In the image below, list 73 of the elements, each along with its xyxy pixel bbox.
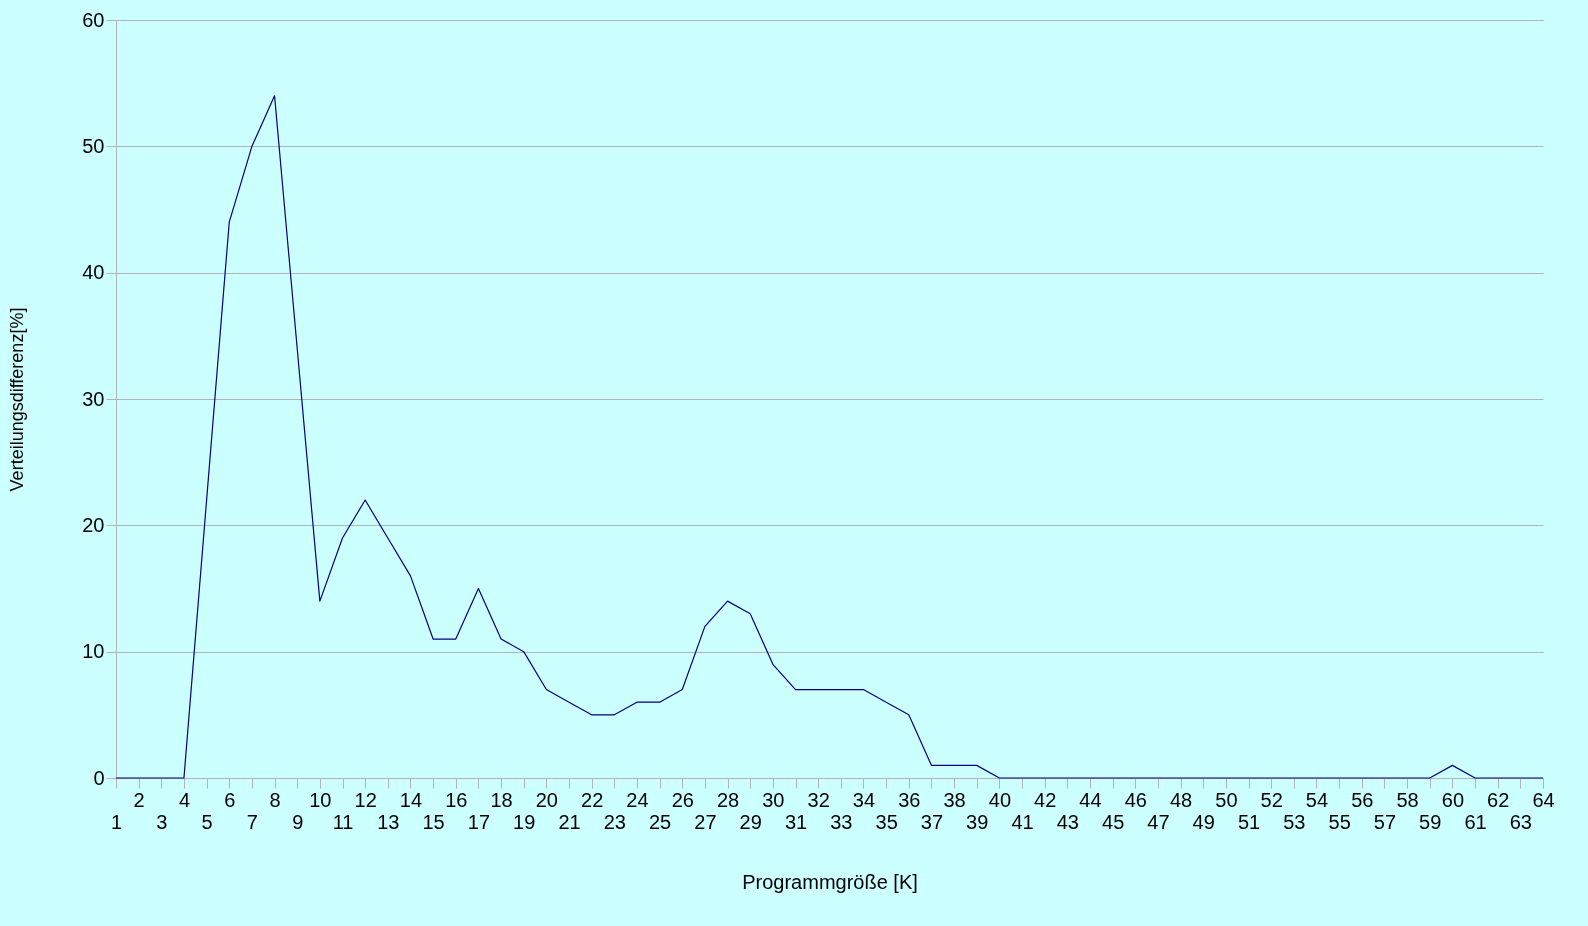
x-tick-label: 3 — [156, 810, 168, 833]
x-tick-label: 18 — [490, 788, 513, 811]
x-tick-label: 34 — [852, 788, 876, 811]
x-tick-label: 5 — [201, 810, 213, 833]
x-tick-label: 16 — [445, 788, 468, 811]
x-tick-label: 59 — [1419, 810, 1442, 833]
x-tick-label: 47 — [1147, 810, 1170, 833]
x-tick-label: 23 — [603, 810, 626, 833]
x-tick-label: 20 — [535, 788, 558, 811]
x-tick-label: 35 — [875, 810, 898, 833]
y-tick-label: 40 — [82, 261, 105, 284]
x-tick-label: 6 — [224, 788, 236, 811]
x-tick-label: 32 — [807, 788, 830, 811]
x-tick-label: 48 — [1169, 788, 1193, 811]
y-tick-label: 30 — [82, 387, 105, 410]
x-axis-title: Programmgröße [K] — [742, 870, 918, 893]
x-tick-label: 30 — [762, 788, 785, 811]
x-tick-label: 26 — [671, 788, 694, 811]
x-tick-label: 58 — [1396, 788, 1419, 811]
x-tick-label: 52 — [1260, 788, 1283, 811]
x-tick-label: 37 — [920, 810, 944, 833]
x-tick-label: 2 — [133, 788, 145, 811]
x-tick-label: 49 — [1192, 810, 1215, 833]
x-tick-label: 14 — [399, 788, 423, 811]
x-tick-label: 15 — [422, 810, 445, 833]
x-tick-label: 43 — [1056, 810, 1079, 833]
x-tick-label: 57 — [1373, 810, 1397, 833]
y-tick-label: 20 — [82, 513, 105, 536]
x-tick-label: 8 — [269, 788, 281, 811]
x-tick-label: 60 — [1441, 788, 1465, 811]
y-tick-label: 10 — [82, 640, 105, 663]
x-tick-label: 42 — [1034, 788, 1057, 811]
x-tick-label: 39 — [966, 810, 989, 833]
x-tick-label: 36 — [898, 788, 921, 811]
x-tick-label: 40 — [988, 788, 1012, 811]
x-tick-label: 45 — [1102, 810, 1125, 833]
x-tick-label: 64 — [1532, 788, 1555, 811]
x-tick-label: 29 — [739, 810, 762, 833]
x-tick-label: 56 — [1351, 788, 1374, 811]
x-tick-label: 28 — [716, 788, 740, 811]
x-tick-label: 4 — [178, 788, 191, 811]
x-tick-label: 62 — [1487, 788, 1510, 811]
x-tick-label: 31 — [784, 810, 808, 833]
x-tick-label: 27 — [694, 810, 717, 833]
x-tick-label: 17 — [467, 810, 491, 833]
x-tick-label: 38 — [943, 788, 966, 811]
x-tick-label: 19 — [513, 810, 536, 833]
x-tick-label: 22 — [581, 788, 604, 811]
y-tick-label: 60 — [82, 8, 105, 31]
x-tick-label: 9 — [292, 810, 304, 833]
x-tick-label: 11 — [332, 810, 354, 833]
x-tick-label: 1 — [110, 810, 123, 833]
x-tick-label: 21 — [558, 810, 581, 833]
x-tick-label: 10 — [309, 788, 332, 811]
x-tick-label: 25 — [648, 810, 672, 833]
x-tick-label: 55 — [1328, 810, 1351, 833]
x-tick-label: 33 — [830, 810, 853, 833]
x-tick-label: 24 — [626, 788, 649, 811]
x-tick-label: 7 — [246, 810, 258, 833]
y-axis-title: Verteilungsdifferenz[%] — [7, 307, 28, 492]
x-tick-label: 12 — [354, 788, 377, 811]
x-tick-label: 53 — [1283, 810, 1306, 833]
x-tick-label: 63 — [1509, 810, 1532, 833]
x-tick-label: 51 — [1237, 810, 1261, 833]
x-tick-label: 41 — [1011, 810, 1034, 833]
x-tick-label: 50 — [1215, 788, 1238, 811]
x-tick-label: 54 — [1305, 788, 1329, 811]
y-tick-label: 0 — [93, 766, 105, 789]
y-tick-label: 50 — [82, 134, 105, 157]
x-tick-label: 61 — [1464, 810, 1487, 833]
x-tick-label: 44 — [1079, 788, 1102, 811]
x-tick-label: 46 — [1124, 788, 1147, 811]
x-tick-label: 13 — [377, 810, 400, 833]
